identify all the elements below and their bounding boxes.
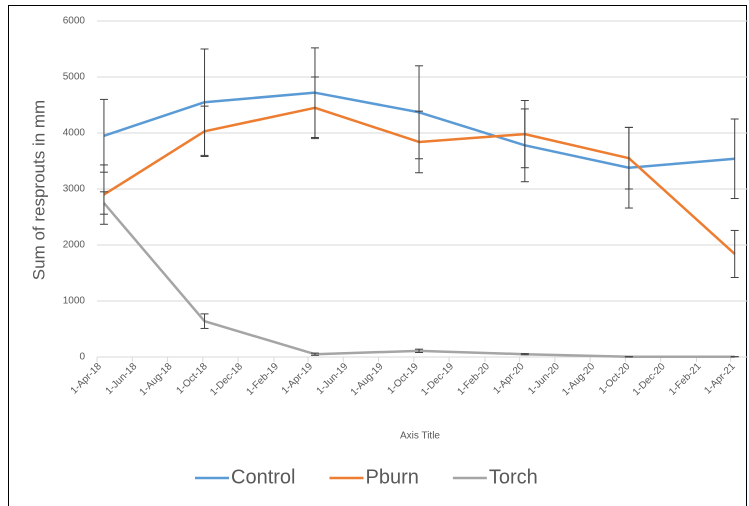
y-tick-label: 5000 bbox=[63, 72, 86, 83]
y-tick-label: 4000 bbox=[63, 128, 86, 139]
legend: Control Pburn Torch bbox=[195, 466, 538, 488]
error-bar bbox=[310, 76, 319, 140]
error-bar bbox=[520, 100, 529, 169]
error-bar bbox=[415, 110, 424, 174]
error-bar bbox=[99, 191, 108, 215]
error-bar bbox=[730, 118, 739, 200]
x-axis-title: Axis Title bbox=[400, 431, 440, 442]
y-tick-label: 2000 bbox=[63, 240, 86, 251]
y-tick-label: 6000 bbox=[63, 16, 86, 27]
y-tick-label: 0 bbox=[79, 352, 85, 363]
legend-label: Torch bbox=[489, 466, 538, 488]
legend-label: Pburn bbox=[365, 466, 418, 488]
error-bar bbox=[730, 229, 739, 278]
y-axis-title: Sum of resprouts in mm bbox=[29, 100, 48, 280]
error-bar bbox=[200, 105, 209, 158]
error-bar bbox=[200, 313, 209, 329]
error-bar bbox=[624, 126, 633, 190]
chart-frame bbox=[8, 5, 747, 506]
legend-label: Control bbox=[231, 466, 295, 488]
y-tick-label: 3000 bbox=[63, 184, 86, 195]
error-bar bbox=[310, 352, 319, 356]
error-bar bbox=[415, 348, 424, 354]
y-tick-label: 1000 bbox=[63, 296, 86, 307]
error-bar bbox=[520, 353, 529, 356]
